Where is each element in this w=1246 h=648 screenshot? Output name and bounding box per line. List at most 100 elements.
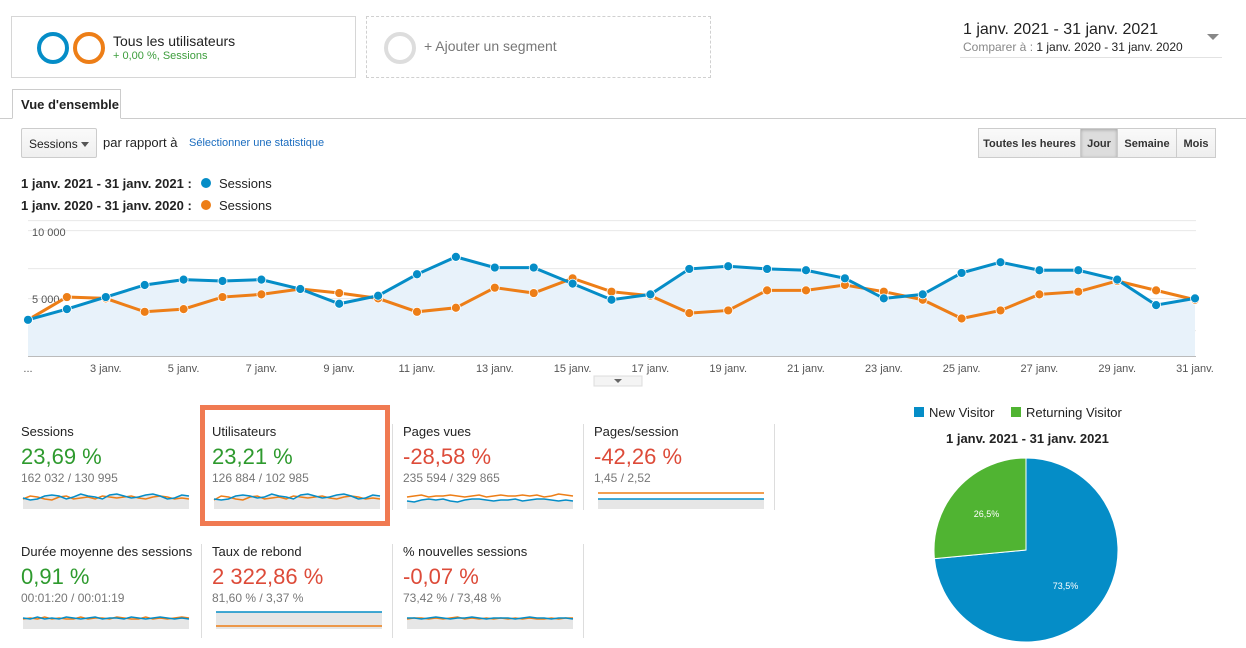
tab-divider	[0, 118, 1246, 119]
current-sessions-point[interactable]	[567, 278, 578, 289]
date-range-compare[interactable]: Comparer à : 1 janv. 2020 - 31 janv. 202…	[963, 40, 1183, 54]
current-sessions-point[interactable]	[684, 264, 695, 274]
sparkline-current	[406, 498, 574, 503]
scorecard-sub: 126 884 / 102 985	[212, 471, 309, 485]
tab-overview[interactable]: Vue d'ensemble	[12, 89, 121, 119]
scorecard-label: Pages/session	[594, 424, 679, 439]
sparkline	[598, 492, 764, 509]
current-sessions-point[interactable]	[100, 292, 111, 302]
pie-legend-new[interactable]: New Visitor	[929, 405, 995, 420]
scorecard-sub: 00:01:20 / 00:01:19	[21, 591, 125, 605]
pie-slice-label: 26,5%	[974, 509, 1000, 519]
current-sessions-point[interactable]	[295, 284, 306, 294]
legend-name-current: Sessions	[219, 176, 272, 191]
previous-sessions-point[interactable]	[139, 306, 150, 317]
current-sessions-point[interactable]	[528, 262, 539, 273]
previous-sessions-point[interactable]	[528, 288, 539, 298]
previous-sessions-point[interactable]	[1034, 289, 1045, 300]
current-sessions-point[interactable]	[23, 314, 33, 325]
previous-sessions-point[interactable]	[178, 304, 189, 315]
metric-select[interactable]: Sessions	[21, 128, 97, 158]
x-tick-label: 15 janv.	[554, 363, 592, 375]
divider	[583, 424, 584, 510]
current-sessions-point[interactable]	[995, 257, 1006, 268]
select-metric-link[interactable]: Sélectionner une statistique	[189, 137, 325, 149]
sparkline-area	[598, 499, 764, 509]
sparkline	[406, 616, 574, 629]
current-sessions-point[interactable]	[917, 289, 928, 300]
divider	[392, 544, 393, 638]
previous-sessions-point[interactable]	[1151, 285, 1161, 296]
current-sessions-point[interactable]	[489, 262, 500, 273]
current-sessions-point[interactable]	[62, 304, 72, 315]
legend-range-current: 1 janv. 2021 - 31 janv. 2021 :	[21, 176, 192, 191]
previous-sessions-point[interactable]	[412, 306, 422, 317]
divider	[392, 424, 393, 510]
previous-sessions-point[interactable]	[723, 305, 734, 316]
pie-legend-returning[interactable]: Returning Visitor	[1026, 405, 1122, 420]
current-sessions-point[interactable]	[1151, 300, 1161, 310]
previous-sessions-point[interactable]	[256, 289, 267, 300]
date-range-main[interactable]: 1 janv. 2021 - 31 janv. 2021	[963, 21, 1159, 38]
current-sessions-point[interactable]	[178, 274, 189, 285]
previous-sessions-point[interactable]	[62, 292, 72, 302]
current-sessions-point[interactable]	[450, 251, 461, 262]
scorecard-label: Sessions	[21, 424, 74, 439]
current-sessions-point[interactable]	[139, 280, 150, 290]
legend-dot-current	[201, 178, 211, 188]
date-dropdown-caret-icon[interactable]	[1207, 34, 1219, 40]
current-sessions-point[interactable]	[1073, 265, 1084, 276]
granularity-month-button[interactable]: Mois	[1176, 128, 1216, 158]
previous-sessions-point[interactable]	[489, 282, 500, 293]
current-sessions-point[interactable]	[606, 294, 617, 305]
previous-sessions-point[interactable]	[956, 313, 967, 324]
current-sessions-point[interactable]	[1112, 274, 1123, 285]
x-tick-label: 25 janv.	[943, 363, 981, 375]
x-tick-label: 17 janv.	[632, 363, 670, 375]
current-sessions-point[interactable]	[412, 269, 422, 280]
granularity-hourly-button[interactable]: Toutes les heures	[978, 128, 1081, 158]
x-tick-label: 3 janv.	[90, 363, 122, 375]
scorecard-value: -0,07 %	[403, 564, 479, 589]
current-sessions-point[interactable]	[801, 265, 811, 276]
granularity-week-button[interactable]: Semaine	[1117, 128, 1177, 158]
previous-sessions-point[interactable]	[801, 285, 811, 296]
segment-card-all-users[interactable]: Tous les utilisateurs + 0,00 %, Sessions	[11, 16, 356, 78]
previous-sessions-point[interactable]	[334, 288, 345, 298]
current-sessions-point[interactable]	[1034, 265, 1045, 276]
versus-label: par rapport à	[103, 135, 178, 150]
current-sessions-point[interactable]	[840, 273, 850, 284]
previous-sessions-point[interactable]	[995, 305, 1006, 316]
current-sessions-point[interactable]	[1190, 293, 1200, 304]
previous-sessions-point[interactable]	[762, 285, 772, 296]
previous-sessions-point[interactable]	[217, 292, 228, 302]
date-underline	[960, 57, 1222, 58]
current-sessions-point[interactable]	[256, 274, 267, 285]
previous-sessions-point[interactable]	[684, 308, 695, 319]
current-sessions-point[interactable]	[334, 298, 345, 309]
previous-sessions-point[interactable]	[450, 302, 461, 313]
x-tick-label: 9 janv.	[323, 363, 355, 375]
add-segment-card[interactable]: + Ajouter un segment	[366, 16, 711, 78]
current-sessions-point[interactable]	[762, 264, 772, 274]
previous-sessions-point[interactable]	[1073, 286, 1084, 297]
current-sessions-point[interactable]	[373, 290, 384, 301]
sparkline-current	[213, 493, 381, 501]
current-sessions-point[interactable]	[956, 268, 967, 278]
scorecard-value: -28,58 %	[403, 444, 492, 469]
current-sessions-point[interactable]	[878, 293, 889, 304]
sparkline-area	[23, 617, 189, 629]
compare-label: Comparer à :	[963, 40, 1034, 54]
x-tick-label: ...	[23, 363, 32, 375]
pie-legend-swatch-returning	[1011, 407, 1021, 417]
pie-slice[interactable]	[933, 457, 1027, 560]
add-segment-label: + Ajouter un segment	[424, 38, 557, 54]
current-sessions-point[interactable]	[217, 276, 228, 286]
segment-circles-icon	[37, 32, 105, 64]
legend-range-previous: 1 janv. 2020 - 31 janv. 2020 :	[21, 198, 192, 213]
sparkline	[213, 493, 381, 509]
scorecard-label: Utilisateurs	[212, 424, 277, 439]
current-sessions-point[interactable]	[723, 261, 734, 272]
current-sessions-point[interactable]	[645, 289, 656, 300]
granularity-day-button[interactable]: Jour	[1080, 128, 1118, 158]
